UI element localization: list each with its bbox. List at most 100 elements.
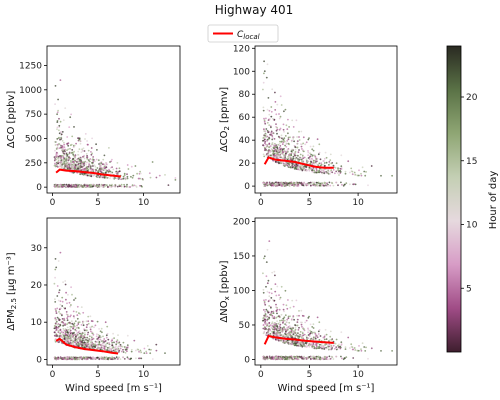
scatter-point: [291, 336, 293, 339]
scatter-point: [332, 344, 335, 347]
scatter-point: [80, 151, 83, 154]
x-axis-label: Wind speed [m s⁻¹]: [278, 383, 375, 394]
scatter-point: [58, 143, 60, 145]
scatter-point: [287, 136, 290, 139]
scatter-point: [86, 342, 89, 345]
scatter-point: [315, 343, 318, 346]
scatter-point: [298, 337, 300, 339]
scatter-point: [270, 110, 273, 113]
scatter-point: [74, 328, 77, 331]
scatter-point: [118, 342, 120, 344]
scatter-point: [281, 143, 284, 146]
scatter-point: [116, 358, 119, 360]
scatter-point: [315, 355, 318, 358]
scatter-point: [57, 157, 59, 160]
scatter-point: [288, 126, 290, 128]
scatter-point: [68, 126, 71, 128]
scatter-point: [67, 185, 69, 187]
scatter-point: [283, 326, 285, 328]
scatter-point: [262, 291, 265, 294]
scatter-point: [276, 312, 278, 315]
scatter-point: [288, 321, 291, 324]
scatter-point: [318, 347, 321, 349]
scatter-point: [301, 332, 304, 335]
scatter-point: [75, 164, 77, 167]
scatter-point: [278, 117, 281, 120]
scatter-point: [284, 289, 287, 292]
scatter-point: [266, 143, 269, 146]
scatter-point: [268, 325, 270, 328]
scatter-point: [62, 331, 65, 334]
scatter-point: [270, 306, 272, 309]
scatter-point: [315, 158, 318, 161]
scatter-point: [66, 317, 69, 320]
scatter-point: [126, 183, 128, 186]
scatter-point: [62, 337, 64, 339]
scatter-point: [112, 332, 114, 335]
scatter-point: [294, 182, 297, 184]
scatter-point: [264, 122, 267, 125]
scatter-point: [331, 171, 334, 174]
scatter-point: [291, 159, 293, 162]
scatter-point: [307, 151, 310, 154]
scatter-point: [265, 285, 267, 288]
scatter-point: [151, 161, 154, 163]
scatter-point: [380, 350, 382, 352]
scatter-point: [120, 185, 123, 188]
scatter-point: [321, 347, 323, 350]
scatter-point: [133, 184, 136, 187]
scatter-point: [60, 131, 62, 133]
scatter-point: [340, 181, 342, 184]
scatter-point: [279, 323, 282, 326]
scatter-point: [71, 358, 74, 360]
scatter-point: [278, 128, 281, 131]
scatter-point: [286, 328, 289, 331]
scatter-point: [59, 157, 62, 159]
scatter-point: [69, 337, 71, 340]
scatter-point: [262, 81, 265, 84]
scatter-point: [104, 357, 107, 360]
scatter-point: [317, 153, 320, 156]
scatter-point: [304, 321, 307, 324]
scatter-point: [283, 316, 286, 319]
scatter-point: [75, 165, 78, 168]
scatter-point: [112, 168, 115, 171]
legend-label: Clocal: [237, 30, 260, 41]
axes-frame: [254, 45, 398, 194]
scatter-point: [327, 358, 329, 361]
scatter-point: [125, 348, 128, 351]
scatter-point: [284, 108, 287, 111]
scatter-point: [303, 181, 305, 184]
scatter-point: [72, 166, 74, 169]
scatter-point: [326, 347, 328, 349]
scatter-point: [76, 341, 79, 344]
scatter-point: [56, 121, 59, 123]
scatter-point: [120, 345, 123, 348]
scatter-point: [290, 318, 293, 321]
scatter-point: [313, 345, 316, 348]
scatter-point: [296, 324, 299, 327]
scatter-point: [115, 340, 118, 343]
scatter-point: [271, 314, 274, 317]
scatter-point: [80, 158, 83, 160]
scatter-point: [280, 285, 283, 288]
scatter-point: [118, 356, 120, 359]
scatter-point: [277, 338, 280, 341]
scatter-point: [72, 356, 74, 359]
scatter-point: [81, 168, 83, 171]
scatter-point: [276, 330, 279, 333]
scatter-point: [80, 306, 83, 308]
scatter-point: [323, 165, 326, 168]
scatter-point: [351, 170, 354, 173]
y-axis-label-base: ΔPM: [6, 309, 17, 331]
scatter-point: [84, 342, 87, 345]
scatter-point: [275, 113, 278, 116]
scatter-point: [295, 358, 297, 360]
scatter-point: [332, 184, 335, 187]
scatter-point: [289, 327, 292, 330]
scatter-point: [85, 326, 88, 329]
scatter-point: [55, 310, 57, 313]
scatter-point: [351, 346, 354, 349]
scatter-point: [263, 120, 266, 123]
scatter-point: [105, 346, 107, 348]
